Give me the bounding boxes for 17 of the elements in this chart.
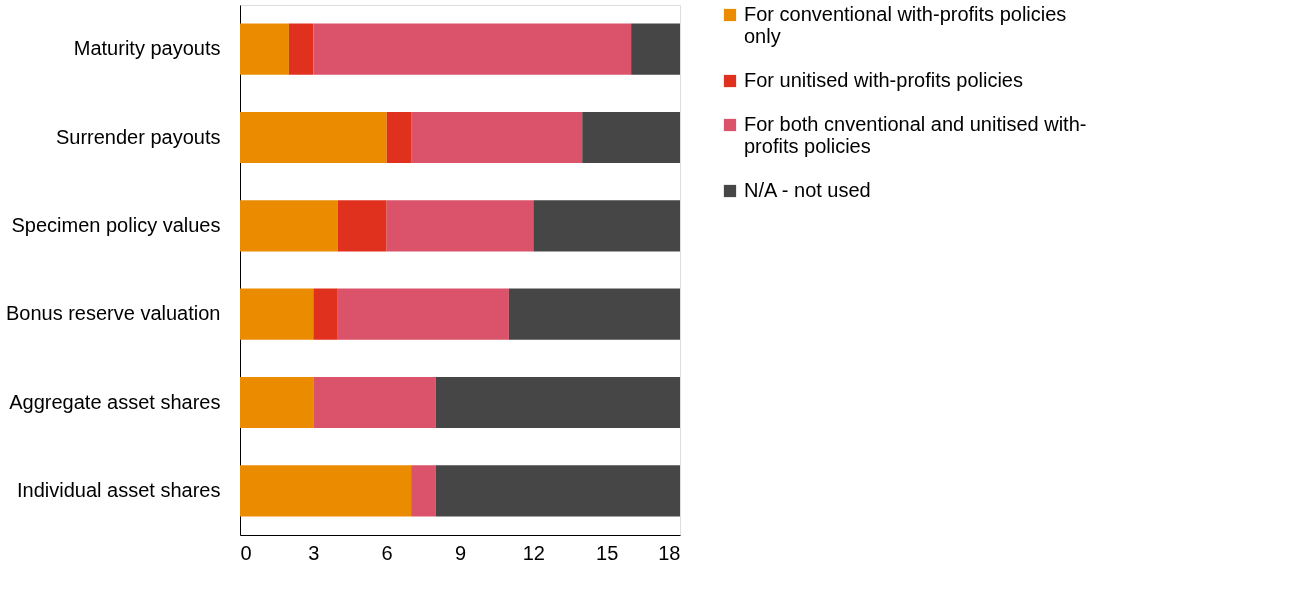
y-tick-label: Individual asset shares — [17, 478, 221, 501]
x-tick-label: 9 — [454, 541, 467, 564]
y-tick-label: Aggregate asset shares — [9, 390, 221, 413]
y-tick-label: Bonus reserve valuation — [5, 302, 221, 325]
legend-label: For unitised with-profits policies — [744, 69, 1023, 91]
x-tick-label: 3 — [308, 541, 320, 564]
y-tick-label: Surrender payouts — [55, 125, 221, 148]
x-tick-label: 6 — [381, 541, 393, 564]
legend-label: For conventional with-profits policies only — [744, 3, 1067, 47]
x-tick-label: 18 — [658, 541, 681, 564]
y-tick-label: Specimen policy values — [11, 213, 221, 236]
legend-label: N/A - not used — [744, 179, 871, 201]
x-tick-label: 12 — [522, 541, 545, 564]
x-tick-label: 0 — [240, 541, 252, 564]
y-tick-label: Maturity payouts — [73, 37, 221, 60]
legend-label: For both cnventional and unitised with-profits policies — [744, 113, 1087, 157]
x-tick-label: 15 — [596, 541, 619, 564]
